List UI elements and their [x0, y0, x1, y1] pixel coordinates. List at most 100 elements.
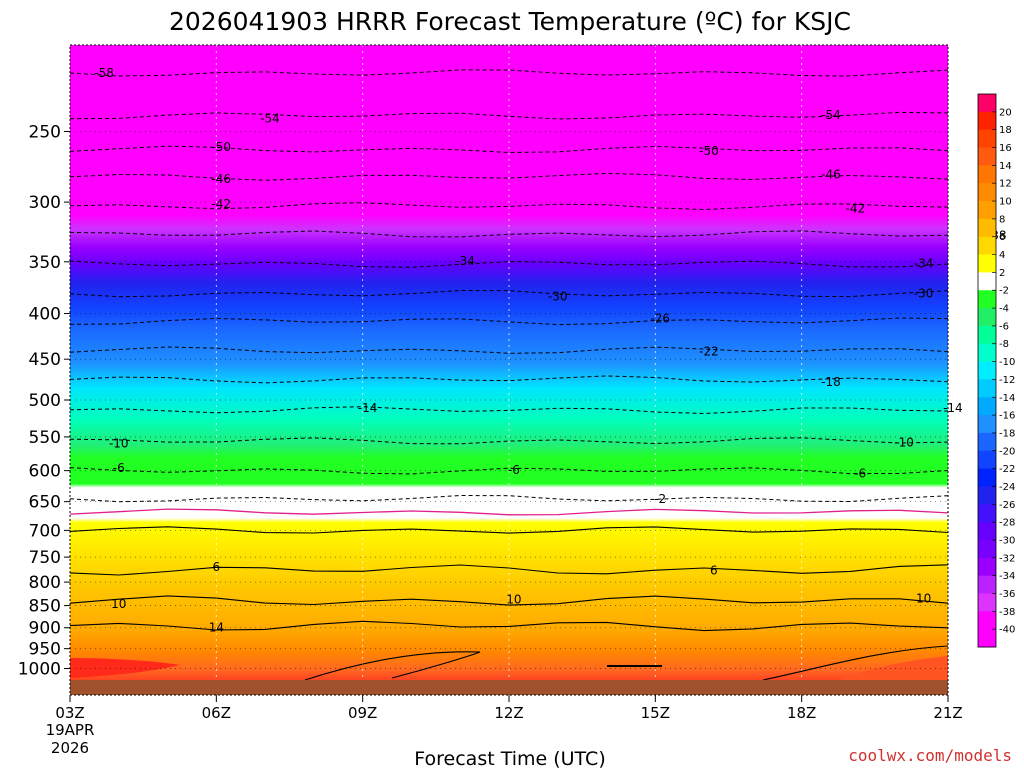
- colorbar-swatch: [978, 557, 996, 577]
- plot-area: -58-54 -54-50 -50-46 -46-42 -42-38-34 -34-30-…: [69, 44, 1007, 696]
- isotherm-label: -46: [211, 172, 231, 186]
- isotherm-label: 10: [506, 593, 521, 607]
- isotherm-label: -30: [914, 286, 934, 300]
- warm-isotherm-lines: [69, 526, 949, 681]
- colorbar-swatch: [978, 308, 996, 327]
- colorbar-label: -28: [999, 518, 1015, 529]
- colorbar-swatch: [978, 504, 996, 523]
- y-tick-label: 650: [29, 493, 61, 513]
- isotherm-label: -18: [821, 375, 841, 389]
- colorbar-label: -32: [999, 553, 1015, 564]
- colorbar-swatch: [978, 218, 996, 238]
- isotherm-label: 14: [209, 621, 224, 635]
- colorbar-label: -14: [999, 393, 1015, 404]
- colorbar-swatch: [978, 379, 996, 398]
- colorbar-label: 16: [999, 143, 1012, 154]
- y-tick-label: 450: [29, 350, 61, 370]
- colorbar-swatch: [978, 397, 996, 416]
- x-axis-label: Forecast Time (UTC): [414, 748, 605, 768]
- colorbar-label: -36: [999, 589, 1015, 600]
- colorbar-swatch: [978, 254, 996, 273]
- colorbar-label: 8: [999, 214, 1005, 225]
- colorbar-label: -34: [999, 571, 1015, 582]
- isotherm-label: -50: [211, 140, 231, 154]
- isotherm-label: -26: [650, 311, 670, 325]
- y-tick-label: 350: [29, 253, 61, 273]
- y-tick-label: 500: [29, 391, 61, 411]
- colorbar-label: -16: [999, 411, 1015, 422]
- isotherm-label: -58: [94, 66, 114, 80]
- y-tick-label: 850: [29, 597, 61, 617]
- colorbar-label: -20: [999, 446, 1015, 457]
- isotherm-label: -54: [821, 108, 841, 122]
- warm-isotherm-line: [69, 526, 949, 534]
- colorbar-swatch: [978, 183, 996, 202]
- isotherm-label: -6: [854, 467, 866, 481]
- colorbar-swatch: [978, 593, 996, 612]
- ground-terrain: [70, 680, 948, 695]
- colorbar-label: -12: [999, 375, 1015, 386]
- colorbar-label: 20: [999, 107, 1012, 118]
- colorbar: 20 18 16 14 12 10 8 6 4 2 -2 -4 -6 -8 -10 -12 -14 -16 -18 -…: [977, 93, 1015, 648]
- isotherm-label: -50: [699, 144, 719, 158]
- hot-region-right: [838, 656, 948, 680]
- isotherm-label: 6: [213, 560, 221, 574]
- colorbar-swatch: [978, 415, 996, 434]
- y-tick-label: 300: [29, 193, 61, 213]
- colorbar-swatch: [978, 486, 996, 505]
- x-tick-label: 18Z: [787, 704, 816, 722]
- y-tick-label: 700: [29, 521, 61, 541]
- colorbar-label: -38: [999, 607, 1015, 618]
- isotherm-label: -34: [914, 257, 934, 271]
- isotherm-label: 10: [111, 597, 126, 611]
- colorbar-label: -30: [999, 535, 1015, 546]
- colorbar-label: 4: [999, 250, 1005, 261]
- colorbar-label: -24: [999, 482, 1015, 493]
- colorbar-swatch: [978, 361, 996, 380]
- isotherm-label: -10: [109, 436, 129, 450]
- isotherm-label: 6: [710, 563, 718, 577]
- colorbar-swatch: [978, 343, 996, 363]
- hot-surface-regions: [70, 656, 948, 680]
- colorbar-label: 6: [999, 232, 1005, 243]
- isotherm-label: -42: [211, 197, 231, 211]
- colorbar-swatch: [978, 575, 996, 594]
- colorbar-label: -4: [999, 304, 1009, 315]
- colorbar-label: -26: [999, 500, 1015, 511]
- colorbar-swatch: [978, 272, 996, 291]
- colorbar-swatch: [978, 325, 996, 345]
- start-date-line-1: 19APR: [46, 721, 95, 739]
- surface-isotherm: [304, 651, 481, 681]
- x-tick-label: 03Z: [55, 704, 84, 722]
- colorbar-swatch: [978, 629, 996, 648]
- x-tick-label: 12Z: [494, 704, 523, 722]
- warm-isotherm-line: [69, 564, 949, 576]
- x-axis: 03Z 06Z 09Z 12Z 15Z 18Z 21Z: [55, 695, 963, 722]
- colorbar-swatch: [978, 522, 996, 541]
- chart-title: 2026041903 HRRR Forecast Temperature (ºC…: [169, 7, 851, 36]
- time-grid: [215, 45, 803, 695]
- colorbar-swatch: [978, 165, 996, 184]
- start-date-line-2: 2026: [51, 739, 89, 757]
- y-axis: 2503003504004505005506006507007508008509…: [18, 122, 70, 680]
- colorbar-label: -22: [999, 464, 1015, 475]
- isotherm-label: -54: [260, 112, 280, 126]
- isotherm-label: -10: [894, 436, 914, 450]
- freezing-level-line: [69, 508, 949, 516]
- isotherm-label: -30: [548, 290, 568, 304]
- x-tick-label: 06Z: [202, 704, 231, 722]
- y-tick-label: 750: [29, 548, 61, 568]
- colorbar-label: -2: [999, 286, 1009, 297]
- temperature-field: [70, 45, 948, 680]
- y-tick-label: 1000: [18, 660, 61, 680]
- colorbar-swatch: [978, 468, 996, 487]
- y-tick-label: 800: [29, 573, 61, 593]
- colorbar-swatch: [978, 111, 996, 131]
- isotherm-label: -14: [943, 401, 963, 415]
- y-tick-label: 400: [29, 305, 61, 325]
- isotherm-label: 10: [916, 592, 931, 606]
- x-tick-label: 21Z: [933, 704, 962, 722]
- colorbar-label: 2: [999, 268, 1005, 279]
- credit-link[interactable]: coolwx.com/models: [848, 746, 1012, 765]
- hot-region-left: [70, 658, 180, 678]
